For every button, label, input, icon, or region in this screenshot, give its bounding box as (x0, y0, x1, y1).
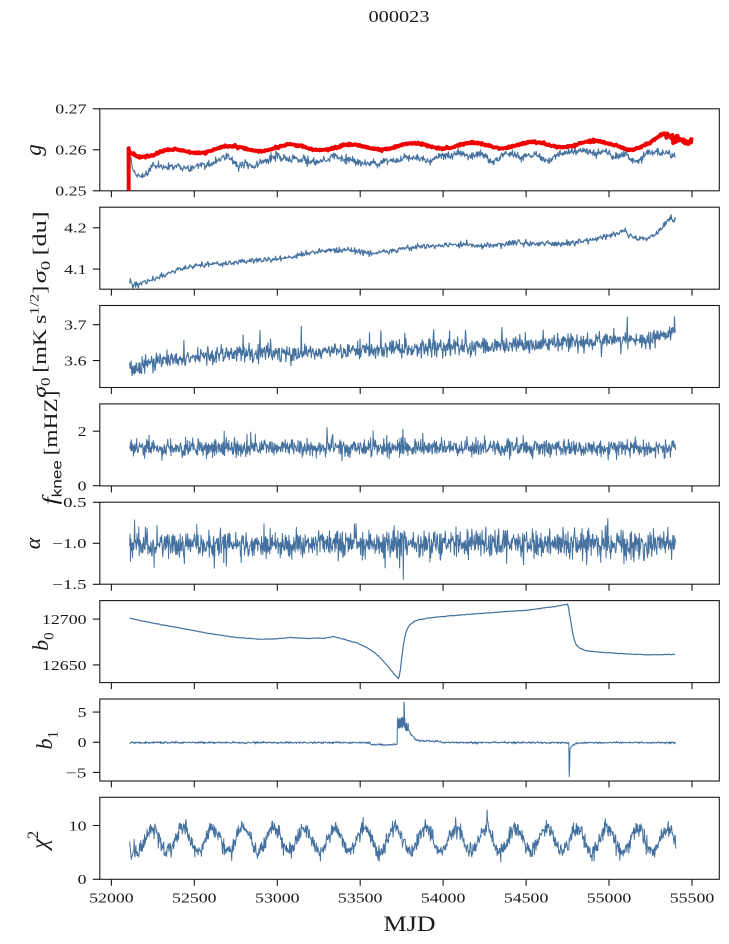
svg-text:σ0 [du]: σ0 [du] (30, 211, 53, 283)
svg-text:σ0 [mK s1/2]: σ0 [mK s1/2] (27, 286, 54, 398)
svg-text:4.1: 4.1 (64, 263, 86, 278)
svg-text:52000: 52000 (89, 892, 134, 907)
svg-text:0: 0 (78, 873, 87, 888)
svg-text:52500: 52500 (172, 892, 217, 907)
svg-text:0.25: 0.25 (55, 185, 86, 200)
svg-text:4.2: 4.2 (64, 222, 86, 237)
svg-text:−0.5: −0.5 (53, 496, 87, 511)
svg-text:−5: −5 (66, 766, 87, 781)
svg-text:2: 2 (78, 425, 87, 440)
svg-text:54500: 54500 (504, 892, 549, 907)
svg-text:0.27: 0.27 (55, 103, 86, 118)
svg-text:3.6: 3.6 (64, 355, 86, 370)
svg-text:54000: 54000 (421, 892, 466, 907)
svg-text:b0: b0 (28, 632, 58, 651)
svg-text:53500: 53500 (338, 892, 383, 907)
svg-text:−1.0: −1.0 (53, 537, 87, 552)
svg-text:g: g (21, 144, 46, 156)
svg-text:55000: 55000 (587, 892, 632, 907)
svg-text:10: 10 (69, 819, 87, 834)
svg-text:MJD: MJD (384, 911, 436, 936)
svg-text:5: 5 (78, 706, 87, 721)
svg-text:χ2: χ2 (25, 831, 53, 851)
svg-text:α: α (20, 537, 45, 549)
svg-text:12700: 12700 (42, 613, 87, 628)
svg-text:0: 0 (78, 736, 87, 751)
svg-text:fknee [mHZ]: fknee [mHZ] (38, 391, 65, 505)
svg-text:53000: 53000 (255, 892, 300, 907)
svg-text:12650: 12650 (42, 659, 87, 674)
svg-text:55500: 55500 (670, 892, 715, 907)
svg-text:b1: b1 (32, 731, 62, 750)
svg-text:3.7: 3.7 (64, 319, 86, 334)
svg-text:0.26: 0.26 (55, 144, 86, 159)
svg-text:−1.5: −1.5 (53, 578, 87, 593)
svg-text:000023: 000023 (369, 7, 430, 26)
svg-text:0: 0 (78, 480, 87, 495)
